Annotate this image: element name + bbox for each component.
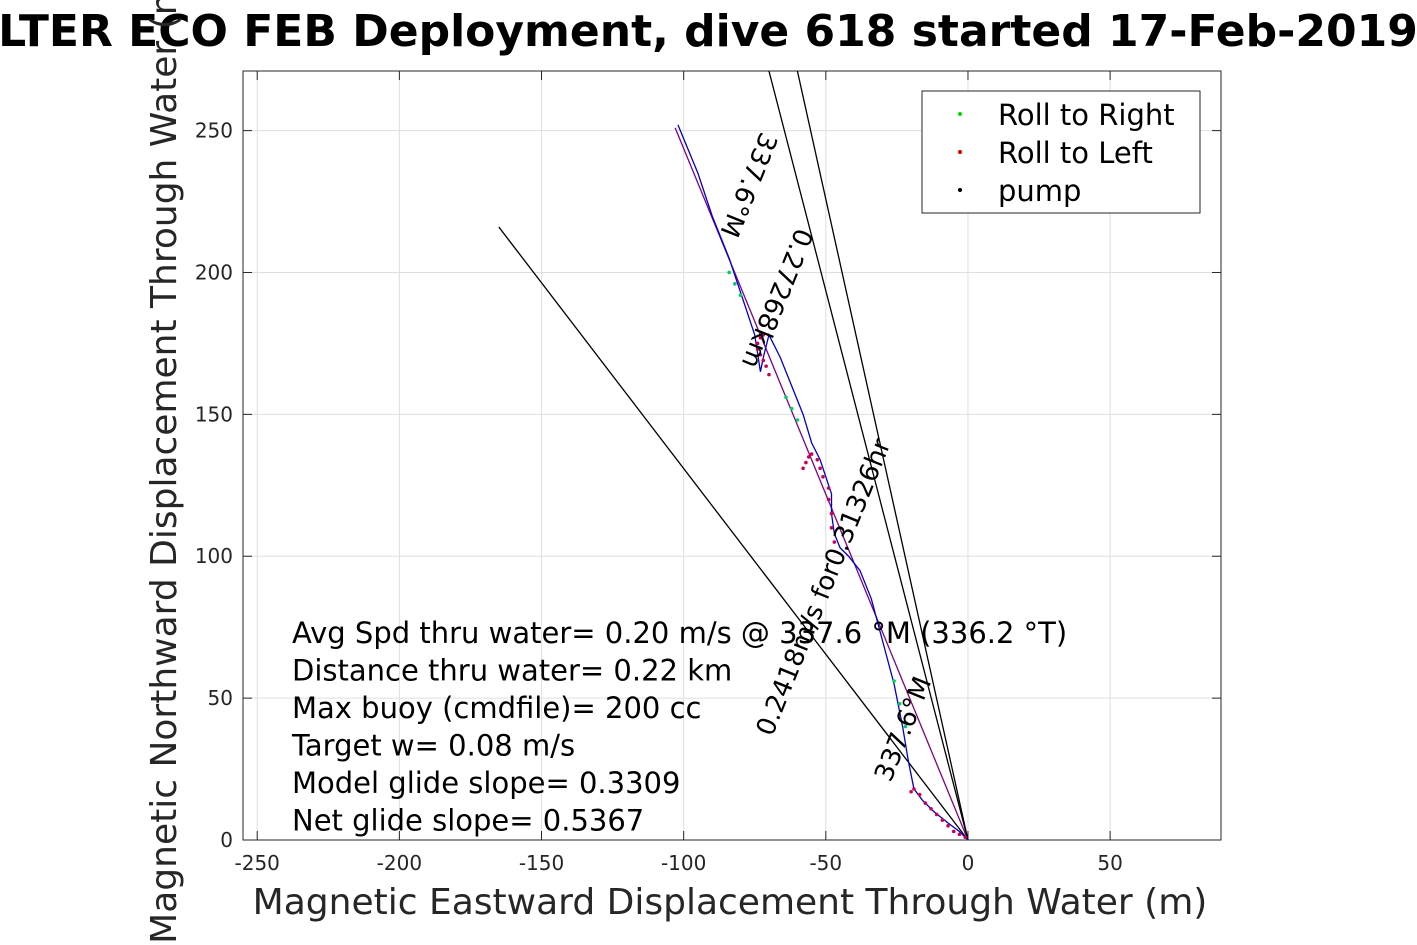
reference-line-pump — [768, 71, 969, 840]
info-text-line: Net glide slope= 0.5367 — [292, 804, 644, 838]
data-point — [832, 540, 837, 544]
data-point — [784, 395, 788, 400]
data-point — [809, 452, 814, 456]
data-point — [758, 335, 763, 340]
series-track-line — [677, 124, 969, 840]
data-point — [789, 406, 794, 411]
data-point — [917, 792, 922, 797]
data-point — [795, 418, 800, 422]
data-point — [758, 352, 763, 357]
data-point — [761, 333, 766, 337]
legend-marker — [958, 188, 962, 192]
data-point — [767, 372, 771, 377]
data-point — [929, 806, 933, 811]
x-tick-label: -100 — [661, 851, 706, 875]
data-point — [818, 466, 822, 471]
y-axis-label: Magnetic Northward Displacement Through … — [144, 0, 185, 944]
legend-label: Roll to Right — [998, 98, 1175, 132]
legend-label: pump — [998, 174, 1081, 208]
data-point — [897, 701, 902, 706]
x-axis-label: Magnetic Eastward Displacement Through W… — [253, 882, 1208, 923]
axes-box — [242, 70, 1222, 841]
data-point — [826, 497, 831, 502]
info-text-line: Avg Spd thru water= 0.20 m/s @ 337.6 °M … — [292, 616, 1067, 650]
data-point — [963, 835, 967, 839]
chart-title: LTER ECO FEB Deployment, dive 618 starte… — [0, 6, 1417, 57]
info-text-line: Max buoy (cmdfile)= 200 cc — [292, 691, 701, 725]
x-tick-label: -150 — [519, 851, 564, 875]
data-point — [806, 455, 811, 459]
data-point — [733, 282, 737, 286]
data-point — [801, 466, 805, 471]
plot-content — [498, 71, 969, 840]
data-point — [764, 364, 768, 368]
legend: Roll to Right Roll to Left pump — [921, 90, 1201, 214]
reference-line-pump — [796, 71, 969, 840]
data-point — [903, 724, 908, 729]
y-tick-label: 250 — [195, 119, 233, 143]
y-tick-label: 0 — [220, 828, 233, 852]
info-text-line: Target w= 0.08 m/s — [291, 729, 575, 763]
data-point — [934, 812, 939, 817]
data-point — [923, 801, 928, 805]
data-point — [957, 832, 962, 837]
x-tick-label: 50 — [1097, 851, 1122, 875]
data-point — [909, 789, 913, 794]
legend-marker — [958, 112, 962, 116]
data-point — [951, 829, 956, 834]
data-point — [829, 526, 834, 530]
data-point — [912, 787, 916, 791]
reference-line-pump — [498, 226, 969, 840]
y-tick-label: 50 — [208, 686, 233, 710]
data-point — [821, 474, 825, 479]
legend-box — [921, 90, 1201, 214]
data-point — [940, 818, 945, 822]
legend-label: Roll to Left — [998, 136, 1153, 170]
data-point — [755, 347, 760, 351]
data-point — [755, 341, 760, 346]
info-text-line: Model glide slope= 0.3309 — [292, 766, 680, 800]
plot-area: -250 -200 -150 -100 -50 0 500501001502002500.2… — [195, 70, 1222, 875]
x-tick-label: 0 — [962, 851, 975, 875]
data-point — [826, 486, 831, 490]
y-tick-label: 100 — [195, 544, 233, 568]
data-point — [829, 511, 834, 516]
data-point — [727, 270, 731, 275]
data-point — [892, 679, 896, 683]
data-point — [804, 460, 808, 465]
x-tick-label: -200 — [377, 851, 422, 875]
data-point — [815, 457, 820, 462]
y-tick-label: 200 — [195, 260, 233, 284]
info-text-line: Distance thru water= 0.22 km — [292, 654, 732, 688]
legend-marker — [958, 150, 962, 154]
data-point — [761, 358, 766, 363]
y-tick-label: 150 — [195, 402, 233, 426]
data-point — [946, 824, 950, 828]
data-point — [738, 293, 743, 297]
x-tick-label: -50 — [809, 851, 842, 875]
x-tick-label: -250 — [235, 851, 280, 875]
